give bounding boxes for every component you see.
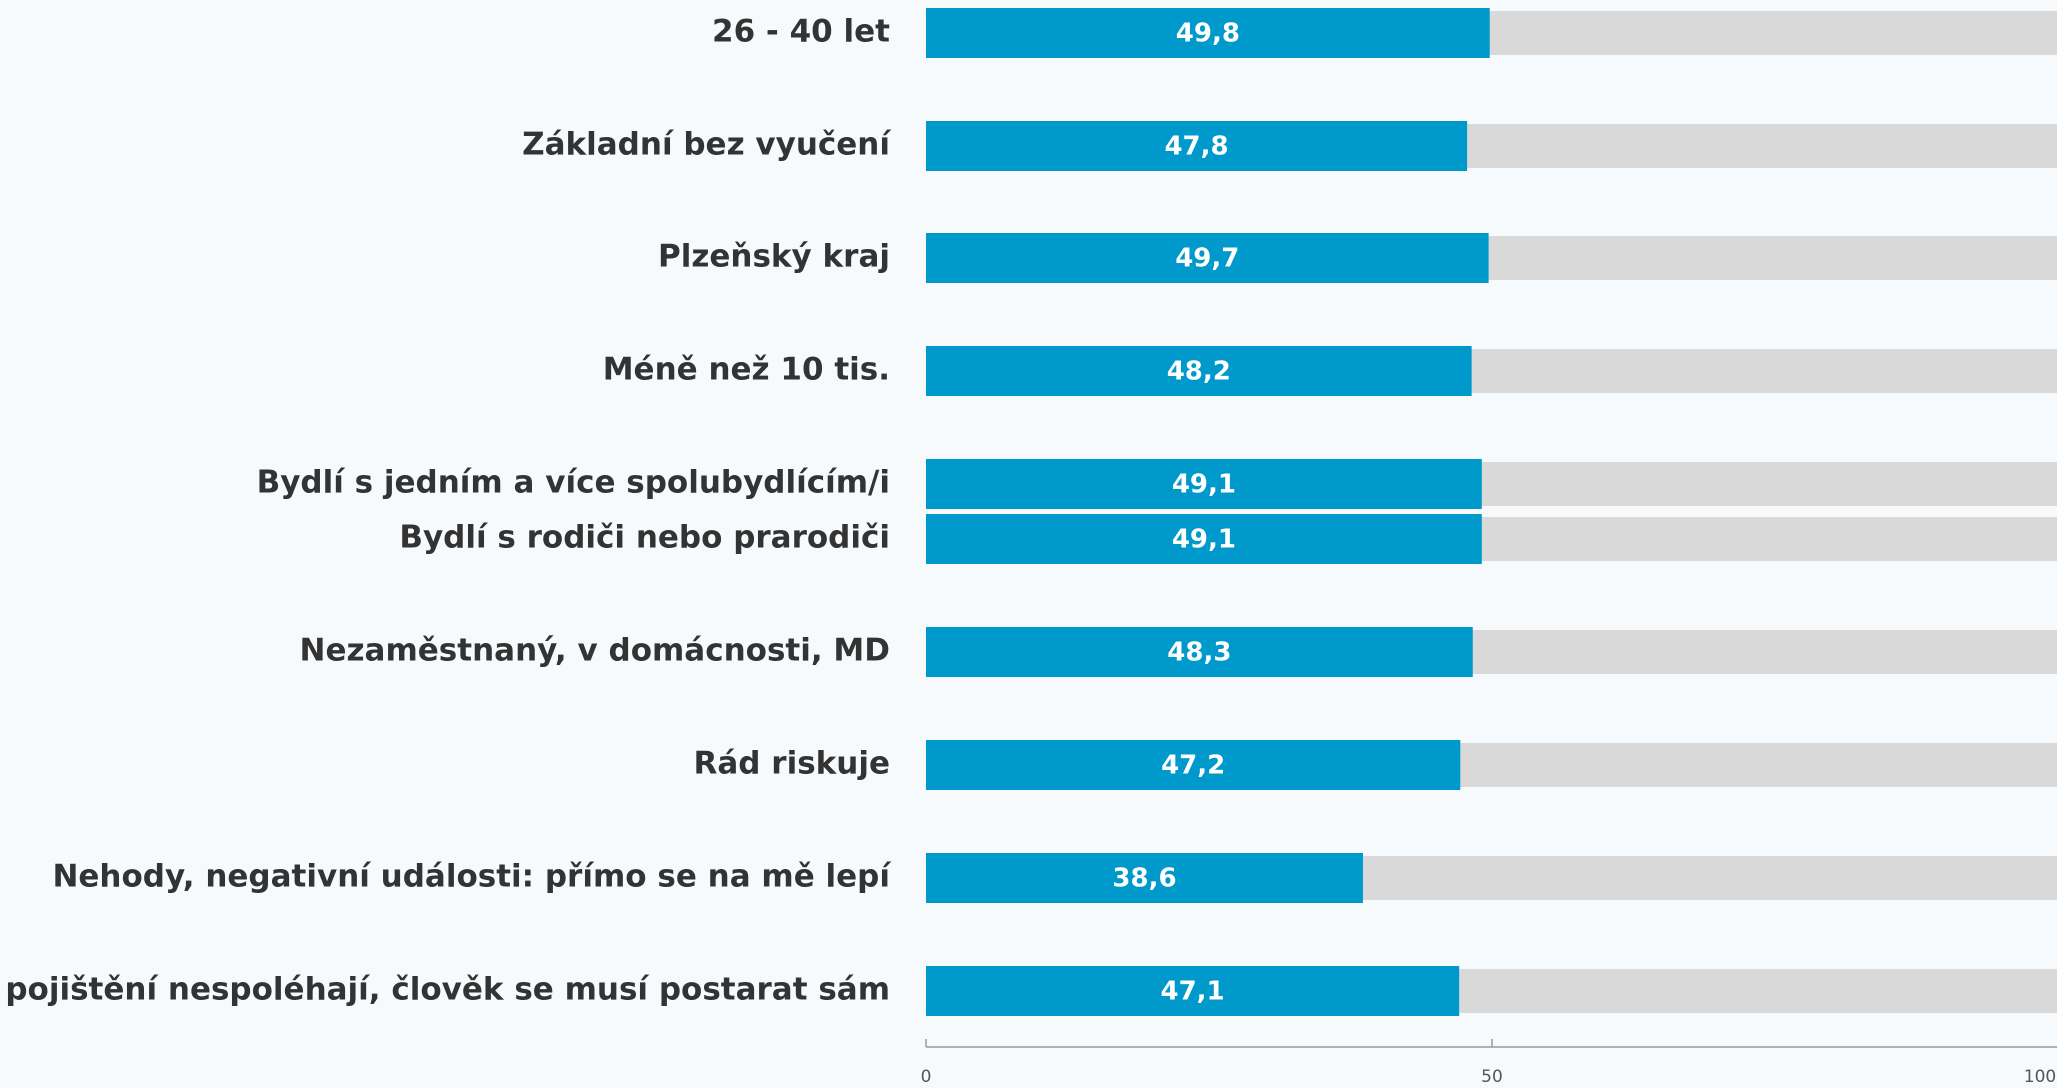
category-label: Nezaměstnaný, v domácnosti, MD (300, 633, 890, 669)
bar (926, 8, 1490, 58)
value-label: 49,1 (1172, 470, 1236, 500)
value-label: 38,6 (1112, 864, 1176, 894)
value-label: 47,2 (1161, 751, 1225, 781)
bar (926, 459, 1482, 509)
value-label: 47,8 (1164, 132, 1228, 162)
category-label: Bydlí s rodiči nebo prarodiči (399, 520, 890, 556)
category-label: Nehody, negativní události: přímo se na … (52, 859, 891, 895)
category-label: Rád riskuje (694, 746, 890, 782)
bar (926, 233, 1489, 283)
value-label: 47,1 (1161, 977, 1225, 1007)
category-label: Plzeňský kraj (658, 239, 890, 275)
x-tick-label: 50 (1481, 1067, 1503, 1087)
bar (926, 514, 1482, 564)
value-label: 49,8 (1176, 19, 1240, 49)
value-label: 48,2 (1167, 357, 1231, 387)
bar (926, 740, 1461, 790)
bar (926, 627, 1473, 677)
value-label: 48,3 (1167, 638, 1231, 668)
bar (926, 966, 1460, 1016)
bar (926, 853, 1363, 903)
category-label: Bydlí s jedním a více spolubydlícím/i (257, 465, 890, 501)
x-tick-label: 100 (2024, 1067, 2056, 1087)
category-label: Základní bez vyučení (522, 127, 891, 163)
category-label: Méně než 10 tis. (603, 352, 890, 388)
x-tick-label: 0 (921, 1067, 932, 1087)
value-label: 49,1 (1172, 525, 1236, 555)
value-label: 49,7 (1175, 244, 1239, 274)
category-label: Na pojištění nespoléhají, člověk se musí… (0, 972, 890, 1008)
category-label: 26 - 40 let (712, 14, 890, 50)
bar (926, 121, 1468, 171)
bar (926, 346, 1472, 396)
